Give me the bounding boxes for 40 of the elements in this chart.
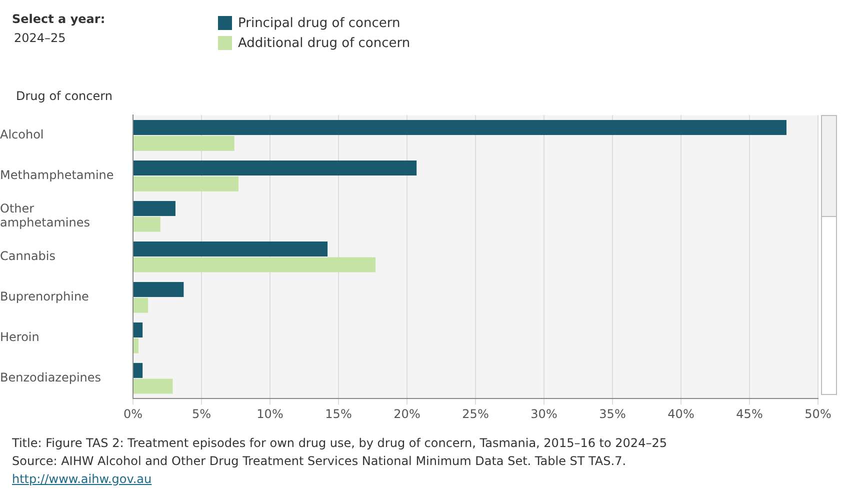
x-tick-label: 50% (804, 406, 832, 421)
bar (134, 298, 148, 313)
bar (134, 136, 234, 151)
bar (134, 362, 143, 378)
x-tick-label: 0% (123, 406, 143, 421)
y-tick-label: Cannabis (0, 249, 56, 264)
y-tick-label: Methamphetamine (0, 168, 114, 182)
legend-label: Additional drug of concern (238, 36, 410, 50)
x-tick-label: 25% (462, 406, 489, 421)
text: http://www.aihw.gov.au (12, 472, 152, 486)
bar (134, 242, 328, 257)
bar (134, 120, 786, 136)
bar (134, 257, 376, 272)
bar (134, 338, 138, 354)
y-tick-label: Benzodiazepines (0, 370, 102, 384)
y-axis-title: Drug of concern (16, 89, 112, 103)
source-note: Source: AIHW Alcohol and Other Drug Treatment Services National Minimum Data Set. Table ST TAS.7. (12, 453, 628, 470)
text: Title: Figure TAS 2: Treatment episodes for own drug use, by drug of concern, Tasmania, 2015–16 to 2024–25 (12, 435, 667, 452)
bar (134, 378, 173, 394)
bar (134, 322, 143, 338)
x-tick-label: 30% (530, 406, 558, 421)
x-tick-label: 10% (256, 406, 284, 421)
bar (134, 282, 184, 297)
bar (134, 216, 160, 232)
x-tick-label: 45% (736, 406, 763, 421)
legend-label: Principal drug of concern (238, 16, 400, 30)
text: Select a year: (12, 12, 106, 26)
bar (134, 201, 176, 216)
x-tick-label: 35% (599, 406, 626, 421)
x-tick-label: 40% (668, 406, 694, 421)
y-tick-label: Other amphetamines (0, 201, 90, 230)
x-tick-label: 5% (192, 406, 212, 421)
y-tick-label: Buprenorphine (0, 290, 89, 304)
bar (134, 176, 238, 192)
x-tick-label: 20% (394, 406, 420, 421)
y-tick-label: Heroin (0, 330, 40, 344)
bar (134, 160, 417, 176)
x-tick-label: 15% (325, 406, 352, 421)
text: 2024–25 (14, 31, 66, 45)
y-tick-label: Alcohol (0, 128, 44, 142)
